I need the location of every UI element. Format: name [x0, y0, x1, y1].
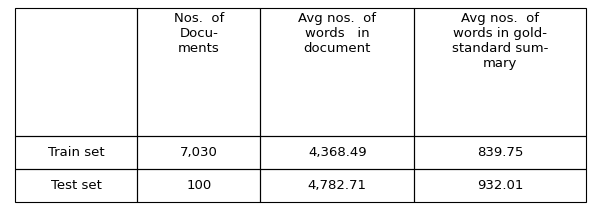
Text: 7,030: 7,030 — [180, 146, 218, 159]
Text: Train set: Train set — [48, 146, 104, 159]
Bar — [137, 169, 260, 202]
Text: 4,782.71: 4,782.71 — [308, 179, 366, 192]
Bar — [137, 136, 260, 169]
Bar — [414, 8, 586, 136]
Text: Nos.  of
Docu-
ments: Nos. of Docu- ments — [173, 12, 224, 55]
Text: 839.75: 839.75 — [477, 146, 523, 159]
Bar — [260, 136, 414, 169]
Bar — [414, 136, 586, 169]
Bar — [260, 169, 414, 202]
Text: 100: 100 — [186, 179, 211, 192]
Bar — [260, 8, 414, 136]
Bar — [15, 136, 137, 169]
Text: Avg nos.  of
words in gold-
standard sum-
mary: Avg nos. of words in gold- standard sum-… — [452, 12, 548, 70]
Text: 932.01: 932.01 — [477, 179, 523, 192]
Text: Test set: Test set — [51, 179, 102, 192]
Bar — [137, 8, 260, 136]
Text: Avg nos.  of
words   in
document: Avg nos. of words in document — [298, 12, 377, 55]
Bar — [15, 169, 137, 202]
Bar — [15, 8, 137, 136]
Bar — [414, 169, 586, 202]
Text: 4,368.49: 4,368.49 — [308, 146, 366, 159]
